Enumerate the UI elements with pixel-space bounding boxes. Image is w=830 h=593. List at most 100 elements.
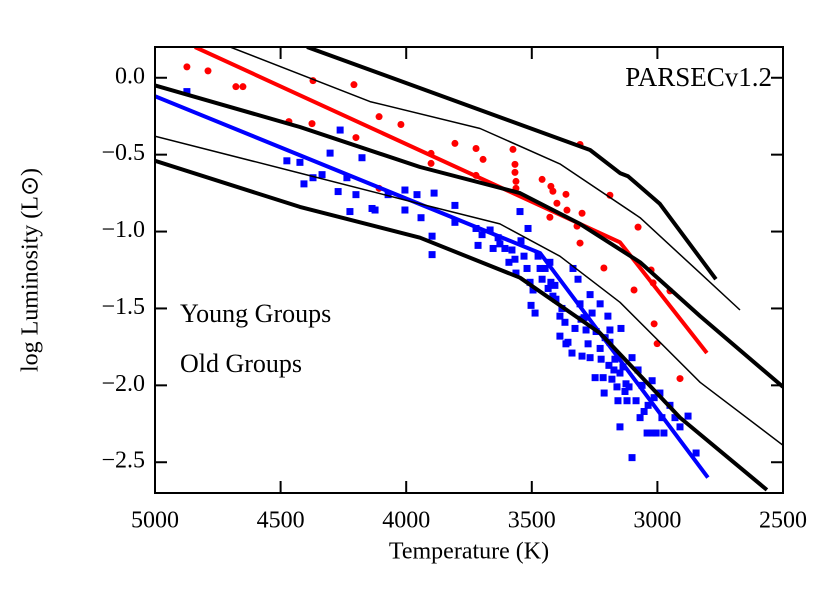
point bbox=[547, 278, 555, 286]
line bbox=[155, 135, 783, 446]
point bbox=[568, 349, 576, 357]
x-tick-label: 4500 bbox=[257, 508, 305, 534]
point bbox=[576, 239, 584, 247]
point bbox=[580, 314, 588, 322]
point bbox=[578, 352, 586, 360]
point bbox=[413, 191, 421, 199]
point bbox=[346, 208, 354, 216]
point bbox=[616, 423, 624, 431]
point bbox=[232, 83, 240, 91]
point bbox=[358, 154, 366, 162]
point bbox=[183, 88, 191, 96]
point bbox=[371, 206, 379, 214]
point bbox=[336, 126, 344, 134]
point bbox=[623, 397, 631, 405]
point bbox=[636, 414, 644, 422]
point bbox=[676, 375, 684, 383]
point bbox=[578, 209, 586, 217]
point bbox=[571, 324, 579, 332]
point bbox=[318, 171, 326, 179]
point bbox=[625, 383, 633, 391]
point bbox=[308, 120, 316, 128]
point bbox=[610, 366, 618, 374]
point bbox=[430, 189, 438, 197]
y-tick-label: 0.0 bbox=[115, 63, 145, 89]
point bbox=[574, 275, 582, 283]
point bbox=[569, 264, 577, 272]
point bbox=[650, 394, 658, 402]
y-tick-label: −2.5 bbox=[101, 448, 145, 474]
point bbox=[613, 383, 621, 391]
point bbox=[676, 423, 684, 431]
point bbox=[375, 113, 383, 121]
point bbox=[472, 145, 480, 153]
point bbox=[505, 258, 513, 266]
y-tick-label: −1.5 bbox=[101, 294, 145, 320]
point bbox=[597, 355, 605, 363]
point bbox=[451, 201, 459, 209]
point bbox=[511, 255, 519, 263]
point bbox=[283, 157, 291, 165]
point bbox=[606, 326, 614, 334]
point bbox=[417, 214, 425, 222]
point bbox=[296, 158, 304, 166]
point bbox=[544, 284, 552, 292]
point bbox=[549, 187, 557, 195]
point bbox=[511, 160, 519, 168]
point bbox=[541, 264, 549, 272]
x-axis-label: Temperature (K) bbox=[389, 539, 549, 565]
x-tick-label: 3500 bbox=[508, 508, 556, 534]
x-tick-label: 3000 bbox=[633, 508, 681, 534]
point bbox=[489, 244, 497, 252]
point bbox=[401, 186, 409, 194]
point bbox=[427, 159, 435, 167]
point bbox=[478, 231, 486, 239]
annotation: PARSECv1.2 bbox=[625, 62, 772, 92]
y-axis-label: log Luminosity (L⊙) bbox=[18, 168, 44, 372]
point bbox=[671, 414, 679, 422]
point bbox=[546, 213, 554, 221]
point bbox=[556, 332, 564, 340]
point bbox=[204, 67, 212, 75]
point bbox=[486, 226, 494, 234]
point bbox=[451, 218, 459, 226]
point bbox=[512, 177, 520, 185]
point bbox=[428, 251, 436, 259]
point bbox=[586, 291, 594, 299]
point bbox=[584, 340, 592, 348]
point bbox=[309, 174, 317, 182]
point bbox=[527, 301, 535, 309]
point bbox=[617, 324, 625, 332]
point bbox=[552, 295, 560, 303]
point bbox=[692, 449, 700, 457]
point bbox=[501, 244, 509, 252]
point bbox=[628, 354, 636, 362]
x-tick-label: 4000 bbox=[382, 508, 430, 534]
point bbox=[611, 355, 619, 363]
point bbox=[643, 429, 651, 437]
point bbox=[428, 232, 436, 240]
point bbox=[520, 252, 528, 260]
point bbox=[634, 366, 642, 374]
point bbox=[553, 199, 561, 207]
point bbox=[656, 389, 664, 397]
line bbox=[229, 47, 741, 311]
point bbox=[556, 312, 564, 320]
line bbox=[194, 47, 709, 355]
point bbox=[621, 387, 629, 395]
point bbox=[517, 237, 525, 245]
y-tick-label: −1.0 bbox=[101, 217, 145, 243]
point bbox=[630, 286, 638, 294]
point bbox=[562, 340, 570, 348]
point bbox=[538, 175, 546, 183]
point bbox=[604, 312, 612, 320]
x-tick-label: 5000 bbox=[131, 508, 179, 534]
legend-entry: Young Groups bbox=[180, 299, 331, 328]
point bbox=[644, 401, 652, 409]
point bbox=[591, 374, 599, 382]
point bbox=[523, 264, 531, 272]
point bbox=[401, 206, 409, 214]
point bbox=[516, 208, 524, 216]
point bbox=[531, 309, 539, 317]
point bbox=[384, 191, 392, 199]
